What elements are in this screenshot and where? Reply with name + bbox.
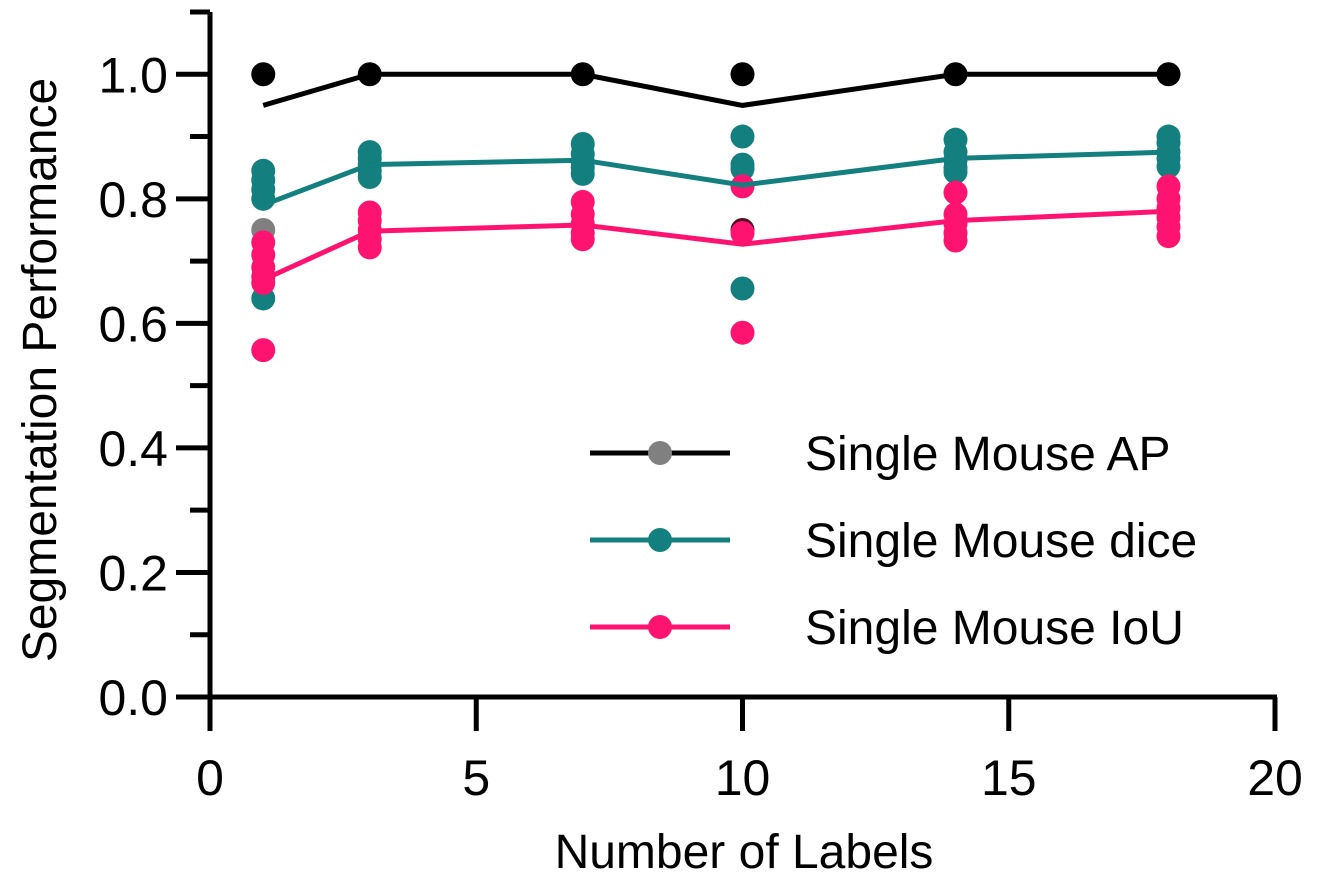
single-mouse-iou-point bbox=[357, 235, 382, 260]
single-mouse-dice-mean-line bbox=[262, 149, 1169, 208]
legend-label-single-mouse-ap: Single Mouse AP bbox=[805, 428, 1171, 481]
single-mouse-ap-point bbox=[730, 62, 755, 87]
y-tick-label: 0.2 bbox=[98, 545, 168, 601]
single-mouse-iou-point bbox=[570, 227, 595, 252]
y-tick-label: 1.0 bbox=[98, 47, 168, 103]
single-mouse-iou-point bbox=[943, 228, 968, 253]
x-tick-label: 10 bbox=[715, 750, 771, 806]
x-tick-label: 0 bbox=[196, 750, 224, 806]
legend-marker-single-mouse-iou bbox=[648, 615, 672, 639]
y-tick-label: 0.4 bbox=[98, 421, 168, 477]
legend: Single Mouse AP Single Mouse dice Single M… bbox=[590, 428, 1197, 655]
single-mouse-iou-point bbox=[730, 320, 755, 345]
axes: 0 5 10 15 20 0.0 0.2 0.4 0.6 0.8 1.0 bbox=[98, 9, 1303, 806]
x-tick-label: 5 bbox=[462, 750, 490, 806]
single-mouse-dice-point bbox=[251, 186, 276, 211]
legend-label-single-mouse-dice: Single Mouse dice bbox=[805, 515, 1197, 568]
single-mouse-dice-point bbox=[357, 165, 382, 190]
single-mouse-dice-point bbox=[943, 160, 968, 185]
single-mouse-iou-mean-line bbox=[262, 208, 1169, 283]
y-axis-label: Segmentation Performance bbox=[14, 78, 67, 662]
single-mouse-iou-point bbox=[1156, 224, 1181, 249]
y-tick-label: 0.6 bbox=[98, 296, 168, 352]
y-tick-label: 0.8 bbox=[98, 172, 168, 228]
single-mouse-dice-point bbox=[1156, 154, 1181, 179]
x-axis-label: Number of Labels bbox=[555, 826, 934, 879]
single-mouse-dice-point bbox=[730, 276, 755, 301]
single-mouse-iou-point bbox=[943, 180, 968, 205]
single-mouse-dice-point bbox=[570, 161, 595, 186]
series-lines bbox=[262, 71, 1169, 283]
single-mouse-ap-point bbox=[251, 62, 276, 87]
data-points bbox=[251, 62, 1181, 363]
x-tick-label: 20 bbox=[1247, 750, 1303, 806]
legend-label-single-mouse-iou: Single Mouse IoU bbox=[805, 602, 1184, 655]
legend-marker-single-mouse-ap bbox=[648, 441, 672, 465]
y-tick-label: 0.0 bbox=[98, 670, 168, 726]
single-mouse-ap-mean-line bbox=[262, 71, 1169, 108]
single-mouse-iou-point bbox=[730, 221, 755, 246]
single-mouse-iou-point bbox=[251, 338, 276, 363]
legend-marker-single-mouse-dice bbox=[648, 528, 672, 552]
x-tick-label: 15 bbox=[981, 750, 1037, 806]
single-mouse-dice-point bbox=[730, 156, 755, 181]
single-mouse-dice-point bbox=[730, 124, 755, 149]
